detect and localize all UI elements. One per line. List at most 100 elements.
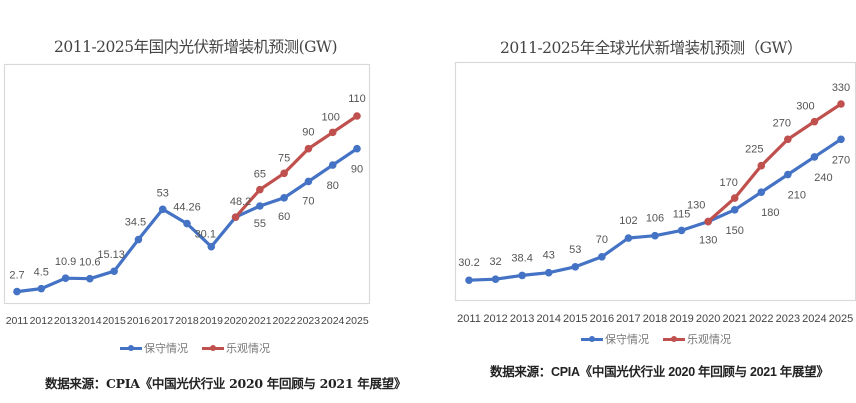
conservative-data-point bbox=[328, 161, 337, 169]
x-tick-label: 2017 bbox=[151, 315, 175, 327]
domestic-chart-title: 2011-2025年国内光伏新增装机预测(GW) bbox=[54, 38, 338, 56]
conservative-data-point bbox=[730, 206, 739, 214]
global-chart-title: 2011-2025年全球光伏新增装机预测（GW） bbox=[500, 39, 802, 57]
x-tick-label: 2011 bbox=[457, 313, 481, 325]
conservative-data-point bbox=[518, 271, 526, 280]
plot-area-frame bbox=[454, 61, 856, 302]
optimistic-data-label: 100 bbox=[322, 111, 340, 123]
legend-swatch-conservative bbox=[581, 335, 603, 342]
conservative-data-point bbox=[571, 263, 580, 271]
conservative-data-point bbox=[353, 144, 361, 153]
x-tick-label: 2024 bbox=[802, 313, 826, 325]
conservative-data-point bbox=[183, 219, 191, 228]
optimistic-data-label: 300 bbox=[796, 101, 814, 113]
x-tick-label: 2013 bbox=[54, 315, 78, 327]
conservative-data-point bbox=[810, 153, 819, 161]
conservative-data-point bbox=[207, 242, 216, 251]
conservative-data-point bbox=[837, 135, 845, 144]
legend-item-optimistic: 乐观情况 bbox=[663, 331, 731, 347]
x-tick-label: 2013 bbox=[510, 313, 534, 325]
conservative-data-label: 53 bbox=[569, 244, 581, 256]
legend-swatch-optimistic bbox=[202, 344, 224, 351]
conservative-data-label: 102 bbox=[619, 215, 637, 227]
conservative-data-label: 32 bbox=[489, 256, 501, 268]
conservative-data-label: 180 bbox=[761, 207, 779, 219]
conservative-data-label: 15.13 bbox=[97, 249, 125, 261]
optimistic-data-point bbox=[231, 213, 240, 221]
x-tick-label: 2014 bbox=[536, 313, 560, 325]
conservative-data-point bbox=[677, 226, 686, 235]
optimistic-data-point bbox=[730, 194, 739, 202]
optimistic-data-point bbox=[353, 112, 361, 120]
conservative-data-point bbox=[491, 275, 500, 283]
x-tick-label: 2011 bbox=[6, 315, 29, 327]
x-tick-label: 2014 bbox=[78, 315, 102, 327]
conservative-data-point bbox=[544, 268, 553, 277]
legend-item-conservative: 保守情况 bbox=[120, 340, 188, 356]
domestic-chart-source: 数据来源：CPIA《中国光伏行业 2020 年回顾与 2021 年展望》 bbox=[45, 376, 407, 391]
conservative-data-label: 2.7 bbox=[9, 270, 24, 282]
conservative-data-label: 10.6 bbox=[79, 257, 100, 269]
conservative-data-label: 43 bbox=[543, 250, 555, 262]
legend-label-conservative: 保守情况 bbox=[144, 342, 188, 355]
x-tick-label: 2021 bbox=[722, 313, 746, 325]
legend-item-conservative: 保守情况 bbox=[581, 331, 649, 347]
x-tick-label: 2018 bbox=[643, 313, 667, 325]
legend-label-optimistic: 乐观情况 bbox=[687, 333, 731, 346]
conservative-data-point bbox=[256, 202, 264, 210]
conservative-data-point bbox=[134, 235, 143, 244]
legend-item-optimistic: 乐观情况 bbox=[202, 340, 270, 356]
conservative-data-point bbox=[86, 274, 94, 283]
conservative-data-point bbox=[624, 234, 633, 242]
optimistic-data-label: 130 bbox=[687, 200, 705, 212]
conservative-data-label: 55 bbox=[254, 218, 266, 230]
conservative-data-point bbox=[598, 253, 606, 261]
conservative-data-label: 4.5 bbox=[34, 267, 49, 279]
legend-label-conservative: 保守情况 bbox=[605, 333, 649, 346]
optimistic-data-point bbox=[837, 100, 845, 108]
x-tick-label: 2015 bbox=[102, 315, 126, 327]
conservative-data-point bbox=[465, 276, 473, 285]
optimistic-data-label: 110 bbox=[348, 93, 366, 105]
x-tick-label: 2019 bbox=[669, 313, 693, 325]
conservative-data-label: 210 bbox=[788, 190, 806, 202]
x-tick-label: 2022 bbox=[749, 313, 773, 325]
conservative-data-point bbox=[757, 188, 766, 196]
x-tick-label: 2018 bbox=[175, 315, 199, 327]
conservative-data-label: 115 bbox=[673, 208, 691, 220]
optimistic-data-label: 75 bbox=[278, 152, 290, 164]
x-tick-label: 2023 bbox=[776, 313, 800, 325]
optimistic-data-point bbox=[704, 217, 712, 226]
optimistic-series-line bbox=[706, 102, 843, 224]
conservative-data-label: 70 bbox=[302, 195, 314, 207]
conservative-data-label: 30.1 bbox=[195, 229, 216, 241]
conservative-data-label: 34.5 bbox=[125, 217, 146, 229]
x-tick-label: 2019 bbox=[200, 315, 224, 327]
x-tick-label: 2015 bbox=[563, 313, 587, 325]
x-tick-label: 2020 bbox=[224, 315, 248, 327]
x-tick-label: 2025 bbox=[345, 315, 369, 327]
conservative-data-label: 53 bbox=[157, 187, 169, 199]
domestic-chart-legend: 保守情况 乐观情况 bbox=[120, 340, 270, 356]
optimistic-series-line bbox=[234, 114, 359, 219]
optimistic-data-label: 225 bbox=[745, 144, 763, 156]
x-tick-label: 2021 bbox=[248, 315, 272, 327]
conservative-data-label: 90 bbox=[351, 164, 363, 176]
x-tick-label: 2016 bbox=[127, 315, 151, 327]
conservative-data-point bbox=[158, 205, 167, 214]
conservative-data-label: 130 bbox=[699, 235, 717, 247]
conservative-data-point bbox=[110, 267, 118, 276]
optimistic-data-label: 330 bbox=[832, 82, 850, 94]
optimistic-data-point bbox=[784, 135, 792, 144]
conservative-data-label: 60 bbox=[278, 211, 290, 223]
conservative-data-point bbox=[304, 177, 313, 186]
conservative-data-label: 48.2 bbox=[230, 196, 251, 208]
optimistic-data-point bbox=[810, 117, 819, 126]
conservative-data-label: 270 bbox=[832, 154, 850, 166]
global-chart-panel: 2011-2025年全球光伏新增装机预测（GW） 2011 2012 2013 201… bbox=[430, 0, 856, 403]
optimistic-data-point bbox=[304, 144, 313, 153]
conservative-data-point bbox=[784, 170, 792, 179]
optimistic-data-label: 170 bbox=[720, 177, 738, 189]
x-tick-label: 2020 bbox=[696, 313, 720, 325]
legend-label-optimistic: 乐观情况 bbox=[226, 342, 270, 355]
